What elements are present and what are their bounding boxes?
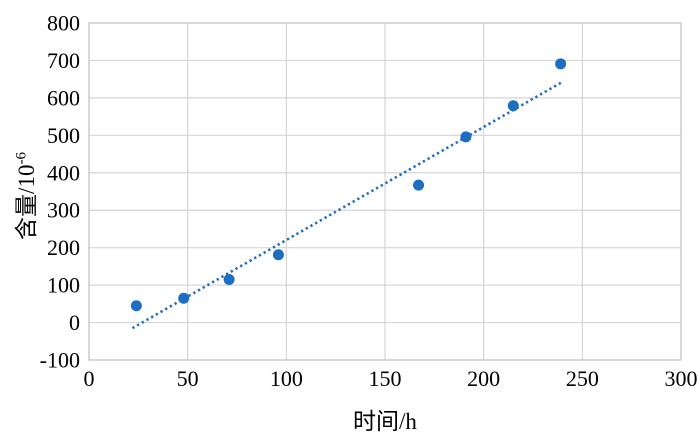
x-tick-label: 150 bbox=[369, 366, 402, 391]
scatter-point bbox=[555, 58, 567, 70]
y-tick-label: 200 bbox=[47, 235, 80, 260]
y-tick-label: 0 bbox=[69, 310, 80, 335]
x-tick-label: 300 bbox=[665, 366, 698, 391]
y-tick-label: 400 bbox=[47, 160, 80, 185]
y-tick-label: -100 bbox=[40, 348, 80, 373]
x-axis-title: 时间/h bbox=[353, 409, 417, 434]
plot-border bbox=[88, 22, 682, 361]
y-tick-label: 600 bbox=[47, 85, 80, 110]
scatter-point bbox=[130, 300, 142, 312]
y-tick-label: 700 bbox=[47, 48, 80, 73]
y-tick-label: 500 bbox=[47, 123, 80, 148]
scatter-point bbox=[223, 273, 235, 285]
y-axis-title: 含量/10-6 bbox=[7, 152, 41, 240]
x-tick-label: 250 bbox=[566, 366, 599, 391]
y-tick-label: 300 bbox=[47, 198, 80, 223]
x-tick-label: 50 bbox=[177, 366, 199, 391]
scatter-point bbox=[413, 179, 425, 191]
y-axis-title-superscript: -6 bbox=[13, 152, 30, 165]
x-tick-label: 100 bbox=[270, 366, 303, 391]
trend-line bbox=[131, 80, 564, 330]
y-tick-label: 800 bbox=[47, 11, 80, 36]
x-tick-label: 0 bbox=[84, 366, 95, 391]
scatter-point bbox=[507, 100, 519, 112]
x-tick-label: 200 bbox=[467, 366, 500, 391]
scatter-point bbox=[272, 249, 284, 261]
y-axis-title-text: 含量/10 bbox=[14, 164, 39, 240]
y-tick-label: 100 bbox=[47, 273, 80, 298]
